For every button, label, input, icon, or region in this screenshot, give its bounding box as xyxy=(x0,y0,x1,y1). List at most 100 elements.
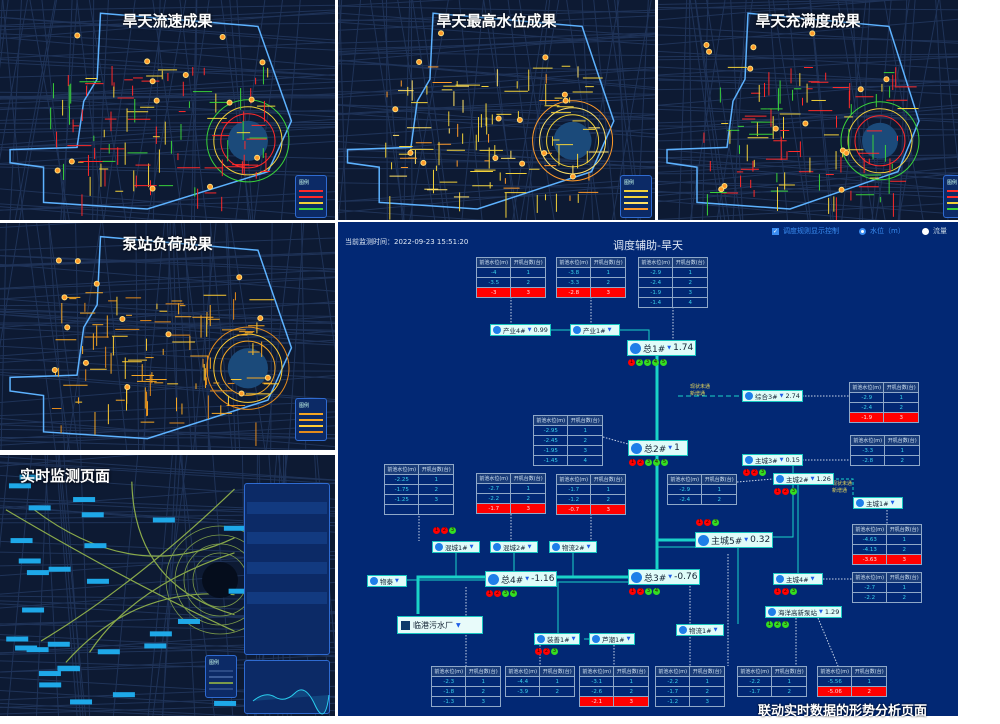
dropdown-icon[interactable]: ▼ xyxy=(890,500,895,506)
dropdown-icon[interactable]: ▼ xyxy=(571,636,576,642)
pump-station-node[interactable]: 混城1# ▼ xyxy=(432,541,480,553)
dropdown-icon[interactable]: ▼ xyxy=(810,576,815,582)
table-header: 前池水位(m) 开机台数(台) xyxy=(654,666,725,677)
map-panel-flow[interactable]: 旱天流速成果 图例 xyxy=(0,0,335,220)
dropdown-icon[interactable]: ▼ xyxy=(779,457,784,463)
table-row: -2.4 2 xyxy=(666,494,737,505)
radio-selected-icon[interactable] xyxy=(859,227,866,235)
pump-station-node[interactable]: 混城2# ▼ xyxy=(490,541,538,553)
road xyxy=(0,416,335,440)
pump-table: 前池水位(m) 开机台数(台) -2.95 1 -2.45 2 -1.95 3 -1.45 4 xyxy=(532,415,603,466)
pump-station-node[interactable]: 总1# ▼ 1.74 xyxy=(627,340,697,356)
map-legend[interactable]: 图例 xyxy=(295,175,327,218)
pump-station-node[interactable]: 总4# ▼ -1.16 xyxy=(485,571,558,587)
table-row[interactable] xyxy=(247,487,327,499)
pump-station-marker xyxy=(93,280,100,287)
dropdown-icon[interactable]: ▼ xyxy=(527,544,532,550)
table-row[interactable] xyxy=(247,562,327,574)
road xyxy=(175,0,210,220)
pump-station-node[interactable]: 装善1# ▼ xyxy=(534,633,581,645)
map-canvas[interactable] xyxy=(338,0,655,220)
map-legend[interactable]: 图例 xyxy=(620,175,652,218)
rule-toggle[interactable]: ✓ 调度规则显示控制 xyxy=(772,226,839,236)
dropdown-icon[interactable]: ▼ xyxy=(779,393,784,399)
table-row[interactable] xyxy=(247,502,327,514)
radio-level[interactable]: 水位（m） xyxy=(859,226,905,236)
radio-flow[interactable]: 流量 xyxy=(922,226,947,236)
table-row: -3.63 3 xyxy=(851,554,922,565)
pump-station-node[interactable]: 产业4# ▼ 0.99 xyxy=(490,324,551,336)
header-cell: 开机台数(台) xyxy=(672,257,708,268)
dropdown-icon[interactable]: ▼ xyxy=(744,537,749,543)
pump-station-node[interactable]: 主城1# ▼ xyxy=(853,497,903,509)
pump-station-marker xyxy=(703,42,710,49)
map-title: 旱天充满度成果 xyxy=(755,12,861,30)
dropdown-icon[interactable]: ▼ xyxy=(456,621,461,629)
pump-icon xyxy=(768,608,776,616)
pump-station-node[interactable]: 综合3# ▼ 2.74 xyxy=(742,390,803,402)
pump-station-node[interactable]: 物流1# ▼ xyxy=(676,624,724,636)
table-row[interactable] xyxy=(247,517,327,529)
dropdown-icon[interactable]: ▼ xyxy=(527,327,532,333)
monitor-side-panel[interactable] xyxy=(244,483,330,655)
legend-swatch xyxy=(209,682,233,684)
dropdown-icon[interactable]: ▼ xyxy=(819,609,823,615)
pump-station-node[interactable]: 总2# ▼ 1 xyxy=(628,440,688,456)
road xyxy=(44,455,60,716)
table-row[interactable] xyxy=(247,592,327,604)
map-panel-monitor[interactable]: 实时监测页面 图例 xyxy=(0,455,335,716)
pump-station-node[interactable]: 物泰 ▼ xyxy=(367,575,407,587)
dropdown-icon[interactable]: ▼ xyxy=(810,476,815,482)
dropdown-icon[interactable]: ▼ xyxy=(525,576,530,582)
table-row[interactable] xyxy=(247,547,327,559)
table-row: -3 3 xyxy=(475,287,546,298)
dropdown-icon[interactable]: ▼ xyxy=(713,627,718,633)
pump-station-node[interactable]: 主城4# ▼ xyxy=(773,573,823,585)
dropdown-icon[interactable]: ▼ xyxy=(395,578,399,584)
road xyxy=(0,58,335,76)
map-legend[interactable]: 图例 xyxy=(943,175,958,218)
table-row[interactable] xyxy=(247,532,327,544)
pumps-cell: 1 xyxy=(465,676,501,687)
map-panel-fill[interactable]: 旱天充满度成果图例 xyxy=(658,0,958,220)
pump-station-node[interactable]: 总3# ▼ -0.76 xyxy=(628,569,701,585)
dropdown-icon[interactable]: ▼ xyxy=(668,445,673,451)
dropdown-icon[interactable]: ▼ xyxy=(469,544,474,550)
road xyxy=(611,0,652,220)
checkbox-icon[interactable]: ✓ xyxy=(772,227,779,235)
pump-station-node[interactable]: 主城5# ▼ 0.32 xyxy=(695,532,774,548)
road xyxy=(0,303,335,307)
dropdown-icon[interactable]: ▼ xyxy=(668,574,673,580)
table-row[interactable] xyxy=(247,607,327,619)
dropdown-icon[interactable]: ▼ xyxy=(607,327,612,333)
road xyxy=(658,154,958,159)
map-canvas[interactable] xyxy=(0,223,335,450)
wastewater-plant[interactable]: 临港污水厂 ▼ xyxy=(397,616,483,634)
road xyxy=(0,0,28,161)
pump-station-node[interactable]: 主城3# ▼ 0.15 xyxy=(742,454,803,466)
road xyxy=(658,56,958,61)
pump-station-node[interactable]: 海洋高新泵站 ▼ 1.29 xyxy=(765,606,843,618)
pumps-cell: 1 xyxy=(884,445,920,456)
map-canvas[interactable] xyxy=(0,0,335,220)
dropdown-icon[interactable]: ▼ xyxy=(667,345,672,351)
pump-station-node[interactable]: 芦潮1# ▼ xyxy=(589,633,636,645)
dropdown-icon[interactable]: ▼ xyxy=(626,636,631,642)
map-legend[interactable]: 图例 xyxy=(205,655,237,698)
radio-icon[interactable] xyxy=(922,227,929,235)
pump-station-marker xyxy=(264,374,271,381)
road xyxy=(0,401,335,417)
pump-station-node[interactable]: 物流2# ▼ xyxy=(549,541,597,553)
road xyxy=(381,0,403,220)
table-row[interactable] xyxy=(247,577,327,589)
pump-station-node[interactable]: 主城2# ▼ 1.26 xyxy=(773,473,834,485)
map-panel-level[interactable]: 旱天最高水位成果 图例 xyxy=(338,0,655,220)
map-panel-pump[interactable]: 泵站负荷成果 图例 xyxy=(0,223,335,450)
dropdown-icon[interactable]: ▼ xyxy=(586,544,591,550)
map-canvas[interactable] xyxy=(658,0,958,220)
map-legend[interactable]: 图例 xyxy=(295,398,327,441)
pump-station-node[interactable]: 产业1# ▼ xyxy=(570,324,620,336)
main-road xyxy=(131,481,235,616)
level-cell: -5.06 xyxy=(816,686,853,697)
table-header: 前池水位(m) 开机台数(台) xyxy=(578,666,649,677)
